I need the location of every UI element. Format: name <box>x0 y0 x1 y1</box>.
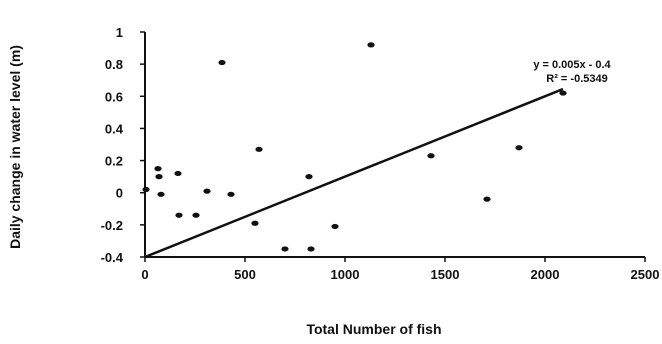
y-tick-label: 0 <box>116 186 123 201</box>
trendline <box>144 87 564 259</box>
data-point <box>483 196 491 202</box>
data-point <box>559 90 567 96</box>
x-tick-label: 2000 <box>531 267 560 282</box>
y-tick-label: 0.8 <box>105 57 123 72</box>
x-tick-label: 500 <box>234 267 256 282</box>
data-point <box>331 223 339 230</box>
data-point <box>305 174 313 180</box>
x-tick-label: 2500 <box>631 267 660 282</box>
y-tick-label: -0.2 <box>101 218 123 233</box>
data-point <box>227 191 235 197</box>
data-point <box>192 212 200 218</box>
y-tick-label: 0.6 <box>105 89 123 104</box>
y-axis-title: Daily change in water level (m) <box>7 45 23 249</box>
data-point <box>367 42 375 48</box>
r-squared-label: R² = -0.5349 <box>546 73 607 85</box>
data-point <box>251 220 259 226</box>
data-point <box>281 246 289 252</box>
data-point <box>427 153 435 159</box>
y-tick-label: 0.4 <box>105 121 124 136</box>
x-axis-title: Total Number of fish <box>306 321 441 337</box>
data-point <box>203 188 211 194</box>
x-tick-label: 1500 <box>431 267 460 282</box>
y-tick-label: 1 <box>116 25 123 40</box>
data-point <box>174 170 182 177</box>
data-point <box>307 246 315 252</box>
data-point <box>157 191 165 197</box>
data-point <box>255 146 263 152</box>
y-tick-label: 0.2 <box>105 154 123 169</box>
axes: -0.4 -0.2 0 0.2 0.4 0.6 0.8 1 0 500 1000 1500 2000 25… <box>101 25 660 282</box>
data-point <box>154 166 162 172</box>
x-tick-label: 1000 <box>331 267 360 282</box>
data-point <box>155 174 163 180</box>
y-tick-label: -0.4 <box>101 250 124 265</box>
x-tick-label: 0 <box>141 267 148 282</box>
trendline-layer <box>144 87 564 259</box>
data-point <box>515 145 523 151</box>
data-points <box>142 42 567 252</box>
data-point <box>142 186 150 193</box>
data-point <box>175 212 183 218</box>
data-point <box>218 59 226 66</box>
trendline-equation: y = 0.005x - 0.4 <box>533 59 611 71</box>
